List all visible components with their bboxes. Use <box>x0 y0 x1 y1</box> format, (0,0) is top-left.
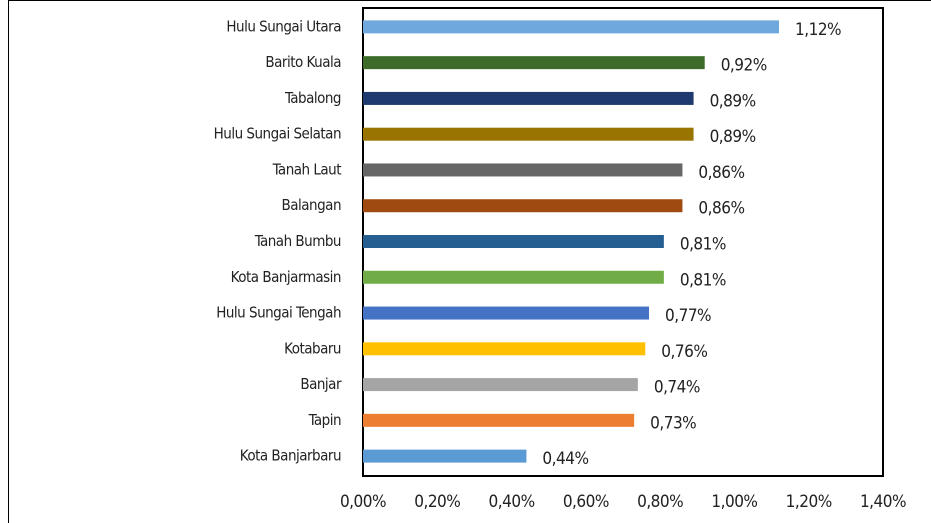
bar <box>363 342 646 356</box>
bar <box>363 163 683 177</box>
bar <box>363 235 664 248</box>
y-tick-label: Tanah Laut <box>272 160 342 178</box>
y-tick-label: Barito Kuala <box>265 53 341 71</box>
y-tick-label: Banjar <box>300 375 342 393</box>
x-tick-label: 1,00% <box>711 492 757 512</box>
value-label: 1,12% <box>795 20 841 40</box>
y-tick-label: Hulu Sungai Utara <box>226 17 341 35</box>
y-tick-label: Tabalong <box>284 89 341 107</box>
value-label: 0,86% <box>698 199 744 219</box>
bar <box>363 413 635 427</box>
value-label: 0,89% <box>710 127 756 147</box>
bar <box>363 199 683 213</box>
bar <box>363 91 694 105</box>
value-label: 0,81% <box>680 235 726 255</box>
x-tick-label: 0,00% <box>340 492 386 512</box>
bar <box>363 20 779 34</box>
x-tick-label: 0,20% <box>414 492 460 512</box>
outer-frame <box>8 0 931 523</box>
y-tick-label: Kotabaru <box>284 339 341 357</box>
x-tick-label: 1,20% <box>786 492 832 512</box>
bar <box>363 127 694 141</box>
y-tick-label: Tanah Bumbu <box>254 232 341 250</box>
x-tick-label: 0,40% <box>489 492 535 512</box>
x-tick-label: 0,80% <box>637 492 683 512</box>
x-tick-label: 0,60% <box>563 492 609 512</box>
y-tick-label: Kota Banjarbaru <box>240 447 341 465</box>
value-label: 0,74% <box>654 378 700 398</box>
y-tick-label: Hulu Sungai Tengah <box>216 304 341 322</box>
x-tick-label: 1,40% <box>860 492 906 512</box>
y-tick-label: Hulu Sungai Selatan <box>214 125 341 143</box>
bar <box>363 306 649 320</box>
bar <box>363 378 638 392</box>
bar <box>363 56 705 70</box>
value-label: 0,44% <box>542 449 588 469</box>
value-label: 0,73% <box>650 413 696 433</box>
bar <box>363 449 527 463</box>
value-label: 0,77% <box>665 306 711 326</box>
bar <box>363 270 664 284</box>
value-label: 0,76% <box>661 342 707 362</box>
value-label: 0,92% <box>721 56 767 76</box>
y-tick-label: Tapin <box>308 411 341 429</box>
value-label: 0,89% <box>710 91 756 111</box>
y-tick-label: Kota Banjarmasin <box>231 268 341 286</box>
y-tick-label: Balangan <box>282 196 342 214</box>
value-label: 0,81% <box>680 270 726 290</box>
value-label: 0,86% <box>698 163 744 183</box>
